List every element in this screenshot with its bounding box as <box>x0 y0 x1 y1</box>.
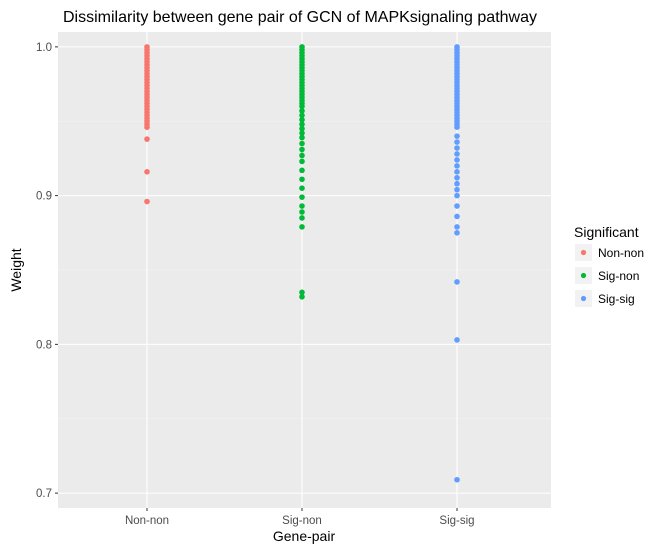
data-point <box>454 139 460 145</box>
data-point <box>144 198 150 205</box>
y-axis: 0.7 0.8 0.9 1.0 <box>36 42 58 500</box>
data-point <box>299 125 305 132</box>
legend-key-point <box>580 249 587 256</box>
data-point <box>299 140 305 147</box>
data-point <box>454 157 460 163</box>
data-point <box>299 158 305 165</box>
data-point <box>144 124 150 130</box>
legend-title: Significant <box>574 224 639 240</box>
data-point <box>454 192 460 199</box>
x-axis-title: Gene-pair <box>273 528 336 544</box>
data-points <box>144 44 460 483</box>
legend-entry-label: Non-non <box>598 246 644 260</box>
chart-title: Dissimilarity between gene pair of GCN o… <box>63 9 537 26</box>
data-point <box>299 130 305 136</box>
data-point <box>454 174 460 181</box>
data-point <box>299 203 305 209</box>
legend-key-point <box>580 295 587 302</box>
data-point <box>299 293 305 300</box>
data-point <box>144 169 150 175</box>
y-tick-label: 1.0 <box>36 42 52 54</box>
data-point <box>454 186 460 193</box>
y-tick-label: 0.9 <box>36 191 52 203</box>
data-point <box>299 103 305 110</box>
data-point <box>454 145 460 151</box>
data-point <box>454 133 460 139</box>
data-point <box>454 151 460 157</box>
y-tick-label: 0.7 <box>36 488 52 500</box>
data-point <box>454 169 460 175</box>
legend: Significant Non-non Sig-non Sig-sig <box>574 224 644 307</box>
x-tick-label: Non-non <box>125 515 169 527</box>
legend-key-point <box>580 272 587 279</box>
data-point <box>299 209 305 215</box>
data-point <box>454 163 460 169</box>
legend-entry-label: Sig-non <box>598 269 639 283</box>
data-point <box>454 213 460 220</box>
data-point <box>299 152 305 159</box>
data-point <box>144 136 150 142</box>
data-point <box>299 289 305 296</box>
x-tick-label: Sig-sig <box>439 515 474 527</box>
data-point <box>454 476 460 483</box>
data-point <box>454 279 460 285</box>
x-tick-label: Sig-non <box>282 515 322 527</box>
data-point <box>299 185 305 191</box>
data-point <box>454 180 460 187</box>
data-point <box>299 215 305 221</box>
data-point <box>299 121 305 128</box>
data-point <box>299 108 305 114</box>
data-point <box>299 112 305 119</box>
data-point <box>299 194 305 200</box>
y-axis-title: Weight <box>8 248 24 291</box>
legend-items: Non-non Sig-non Sig-sig <box>575 244 644 307</box>
data-point <box>454 337 460 343</box>
data-point <box>454 124 460 130</box>
data-point <box>454 230 460 236</box>
data-point <box>454 203 460 209</box>
data-point <box>299 116 305 123</box>
legend-entry-label: Sig-sig <box>598 292 635 306</box>
y-tick-label: 0.8 <box>36 339 52 351</box>
data-point <box>299 146 305 153</box>
data-point <box>299 224 305 230</box>
data-point <box>299 134 305 141</box>
data-point <box>299 167 305 174</box>
x-axis: Non-non Sig-non Sig-sig <box>125 508 475 527</box>
data-point <box>299 176 305 183</box>
data-point <box>454 224 460 230</box>
